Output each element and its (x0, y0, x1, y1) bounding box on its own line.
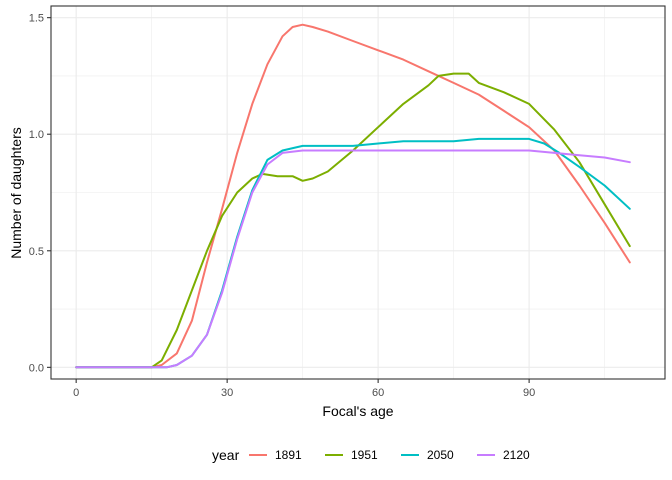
x-tick-label: 60 (372, 387, 384, 399)
series-lines (75, 23, 631, 369)
x-axis-title: Focal's age (322, 403, 393, 419)
y-axis-title: Number of daughters (8, 127, 24, 259)
x-axis-ticks: 0 30 60 90 (73, 379, 535, 399)
x-tick-label: 30 (221, 387, 233, 399)
y-axis-ticks: 0.0 0.5 1.0 1.5 (29, 13, 51, 374)
legend-label-1951: 1951 (351, 448, 378, 462)
legend: year 1891 1951 2050 2120 (212, 447, 530, 463)
y-tick-label: 0.5 (29, 246, 44, 258)
legend-title: year (212, 447, 240, 463)
series-line-1891 (75, 23, 631, 369)
legend-label-2050: 2050 (427, 448, 454, 462)
y-tick-label: 1.0 (29, 129, 44, 141)
plot-panel-border (50, 5, 666, 380)
legend-label-1891: 1891 (275, 448, 302, 462)
y-tick-label: 1.5 (29, 13, 44, 25)
x-tick-label: 90 (523, 387, 535, 399)
major-gridlines (51, 6, 665, 379)
series-line-2120 (75, 149, 631, 369)
series-line-1951 (75, 72, 631, 369)
minor-gridlines (51, 6, 665, 379)
legend-label-2120: 2120 (503, 448, 530, 462)
x-tick-label: 0 (73, 387, 79, 399)
y-tick-label: 0.0 (29, 362, 44, 374)
